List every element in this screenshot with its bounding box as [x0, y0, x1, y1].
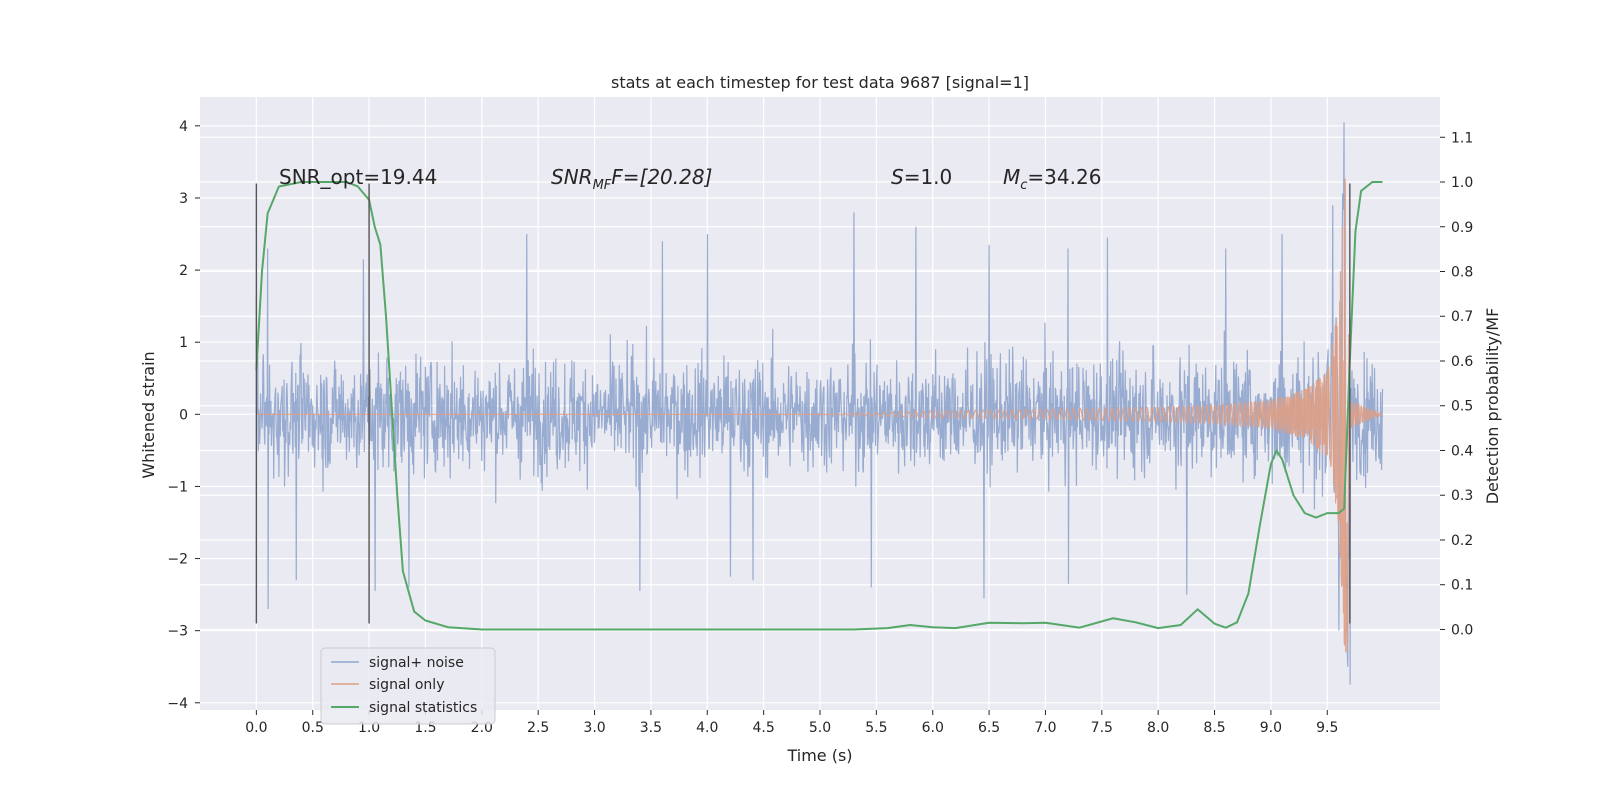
legend-label-signal-statistics: signal statistics — [369, 700, 477, 716]
y-right-tick-label: 0.4 — [1451, 443, 1473, 459]
annotation-mc-main: M — [1003, 165, 1020, 189]
annotation-snr-mf: SNRMFF=[20.28] — [551, 165, 712, 193]
x-tick-label: 7.5 — [1091, 720, 1113, 736]
annotation-mc-value: =34.26 — [1027, 165, 1101, 189]
legend-label-signal-noise: signal+ noise — [369, 655, 464, 671]
chart-title: stats at each timestep for test data 968… — [611, 73, 1029, 92]
annotation-s-value: =1.0 — [904, 165, 953, 189]
x-tick-label: 6.5 — [978, 720, 1000, 736]
y-right-tick-label: 0.3 — [1451, 488, 1473, 504]
series-signal-noise — [255, 122, 1384, 685]
annotation-snr-mf-main: SNR — [551, 165, 593, 189]
y-right-tick-label: 0.8 — [1451, 265, 1473, 281]
y-tick-label: 2 — [179, 263, 188, 279]
x-tick-label: 0.0 — [245, 720, 267, 736]
legend-box — [320, 647, 496, 725]
y-axis-right-label: Detection probability/MF — [1483, 308, 1502, 505]
x-tick-label: 4.5 — [753, 720, 775, 736]
annotation-s: S=1.0 — [891, 165, 952, 189]
x-tick-label: 3.0 — [583, 720, 605, 736]
y-tick-label: −4 — [167, 696, 188, 712]
y-tick-label: −1 — [167, 479, 188, 495]
x-tick-label: 9.0 — [1260, 720, 1282, 736]
x-tick-label: 3.5 — [640, 720, 662, 736]
y-tick-label: −2 — [167, 552, 188, 568]
series-layer — [255, 122, 1384, 685]
y-right-tick-label: 1.0 — [1451, 175, 1473, 191]
x-tick-label: 8.5 — [1203, 720, 1225, 736]
x-tick-label: 9.5 — [1316, 720, 1338, 736]
y-right-tick-label: 0.0 — [1451, 622, 1473, 638]
annotation-mc-subscript: c — [1020, 178, 1027, 193]
y-tick-label: 1 — [179, 335, 188, 351]
x-axis-label: Time (s) — [786, 746, 852, 765]
y-right-tick-label: 0.2 — [1451, 533, 1473, 549]
y-right-tick-label: 0.9 — [1451, 220, 1473, 236]
x-tick-label: 8.0 — [1147, 720, 1169, 736]
x-tick-label: 2.5 — [527, 720, 549, 736]
y-right-tick-label: 0.6 — [1451, 354, 1473, 370]
annotation-snr-opt: SNR_opt=19.44 — [279, 165, 437, 189]
y-right-tick-label: 1.1 — [1451, 130, 1473, 146]
annotation-snr-mf-subscript: MF — [593, 178, 612, 193]
annotation-s-main: S — [891, 165, 904, 189]
vertical-markers — [255, 183, 1351, 624]
legend-label-signal-only: signal only — [369, 677, 444, 693]
x-tick-label: 5.0 — [809, 720, 831, 736]
y-right-tick-label: 0.1 — [1451, 578, 1473, 594]
y-right-tick-label: 0.7 — [1451, 309, 1473, 325]
y-tick-label: −3 — [167, 624, 188, 640]
annotation-snr-mf-value: F=[20.28] — [611, 165, 712, 189]
y-tick-label: 3 — [179, 191, 188, 207]
annotation-mc: Mc=34.26 — [1003, 165, 1101, 193]
x-tick-label: 7.0 — [1034, 720, 1056, 736]
x-tick-label: 0.5 — [302, 720, 324, 736]
series-signal-only — [256, 178, 1383, 653]
x-tick-label: 5.5 — [865, 720, 887, 736]
y-tick-label: 0 — [179, 407, 188, 423]
y-right-tick-label: 0.5 — [1451, 399, 1473, 415]
series-signal-statistics — [255, 181, 1383, 631]
x-tick-label: 4.0 — [696, 720, 718, 736]
y-tick-label: 4 — [179, 119, 188, 135]
y-axis-label: Whitened strain — [139, 351, 158, 478]
x-tick-label: 6.0 — [922, 720, 944, 736]
legend: signal+ noise signal only signal statist… — [320, 647, 496, 725]
